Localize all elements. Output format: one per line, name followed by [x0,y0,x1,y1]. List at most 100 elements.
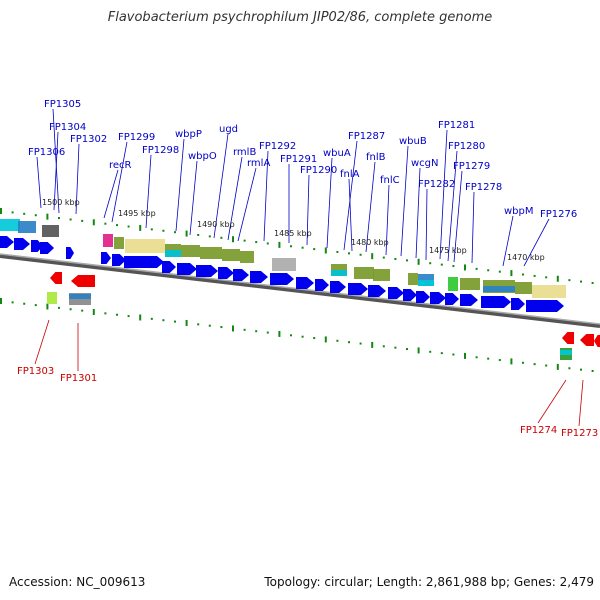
leader-line [578,379,584,427]
upper-tick [394,257,397,260]
gene-label-reverse: FP1303 [17,366,54,377]
leader-line [415,167,421,259]
lower-tick [208,324,211,327]
upper-tick [23,212,26,215]
gene-label-forward: rmlA [247,158,270,169]
feature-block [103,234,113,247]
lower-tick [197,323,200,326]
scale-tick-label: 1485 kbp [274,229,312,238]
lower-tick [255,330,258,333]
tick-layer [0,208,594,373]
lower-tick [92,308,95,315]
lower-tick [243,328,246,331]
lower-tick [116,313,118,316]
upper-tick [348,252,350,255]
lower-tick [81,309,84,312]
lower-tick [23,302,26,305]
upper-tick [92,219,95,226]
lower-tick [371,341,374,348]
reverse-gene [594,335,600,347]
forward-gene [218,267,234,279]
feature-block [165,250,181,257]
leader-line [34,319,50,365]
forward-gene [14,238,30,250]
lower-tick [498,359,501,362]
gene-label-forward: rmlB [233,147,256,158]
gene-label-forward: wbpO [188,151,217,162]
feature-block [69,294,91,299]
gene-label-forward: FP1305 [44,99,81,110]
lower-tick [510,358,513,365]
lower-tick [452,353,455,356]
scale-tick-label: 1490 kbp [197,220,235,229]
lower-tick [406,348,408,351]
upper-tick [533,274,536,277]
lower-tick [11,301,14,304]
upper-tick [464,264,466,271]
lower-tick [174,320,176,323]
forward-gene [348,283,368,295]
leader-line [425,188,428,261]
leader-line [53,131,59,211]
upper-tick [336,250,339,253]
gene-label-forward: FP1306 [28,147,65,158]
lower-tick [104,312,107,315]
gene-label-forward: FP1276 [540,209,577,220]
lower-tick [58,306,60,309]
leader-line [385,184,390,256]
leader-line [523,218,550,267]
forward-gene [526,300,564,312]
leader-line [75,143,80,215]
upper-tick [498,270,501,273]
scale-tick-label: 1500 kbp [42,198,80,207]
feature-block [114,237,124,249]
lower-tick [568,367,571,370]
forward-gene [445,293,459,305]
upper-tick [243,239,246,242]
lower-tick [266,331,269,334]
gene-label-forward: FP1298 [142,145,179,156]
feature-block [483,286,515,292]
leader-line [537,379,567,424]
upper-tick [359,253,362,256]
upper-tick [301,246,304,249]
upper-tick [232,236,234,243]
upper-tick [510,270,513,277]
gene-label-forward: FP1280 [448,141,485,152]
feature-block [42,225,59,237]
leader-line [103,169,119,219]
upper-tick [406,259,408,262]
lower-tick [545,364,548,367]
forward-gene [403,289,417,301]
lower-tick [522,361,524,364]
reverse-gene [580,334,594,346]
lower-tick [69,308,72,311]
upper-tick [116,224,118,227]
lower-tick [162,319,165,322]
gene-label-forward: FP1287 [348,131,385,142]
feature-block [200,247,222,259]
feature-block [47,292,57,304]
upper-tick [556,275,559,282]
gene-label-forward: fnlB [366,152,386,163]
upper-tick [278,241,281,248]
upper-tick [11,211,14,214]
lower-tick [324,336,327,343]
lower-tick [34,304,37,307]
leader-layer [34,108,584,427]
feature-block [18,221,36,233]
scale-tick-label: 1480 kbp [351,238,389,247]
feature-block [515,282,532,294]
forward-gene [296,277,314,289]
upper-tick [0,208,2,214]
leader-line [471,191,475,264]
leader-line [502,215,514,267]
feature-block [560,350,572,355]
upper-tick [417,258,420,265]
feature-block [0,219,20,231]
upper-tick [522,273,524,276]
feature-block [408,273,418,285]
upper-tick [185,230,188,237]
scale-tick-label: 1470 kbp [507,253,545,262]
gene-label-forward: FP1292 [259,141,296,152]
